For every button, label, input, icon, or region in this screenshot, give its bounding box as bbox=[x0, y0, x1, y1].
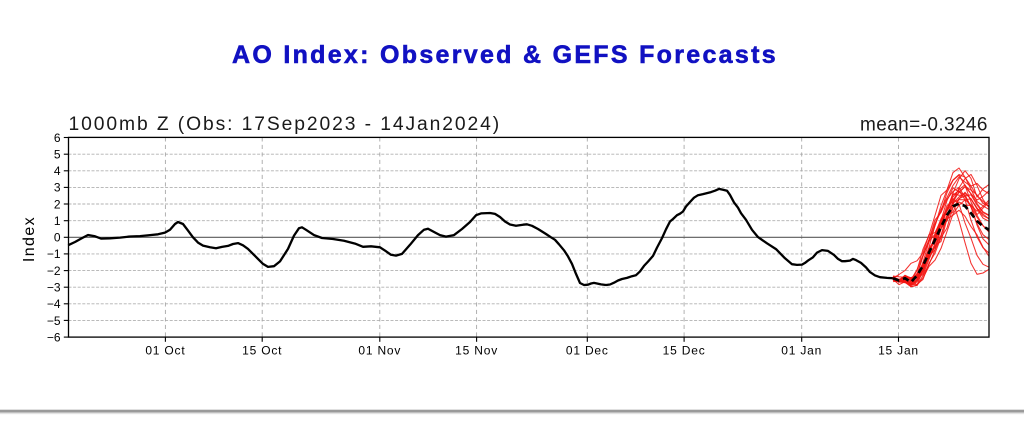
svg-text:4: 4 bbox=[54, 164, 61, 178]
svg-text:15 Nov: 15 Nov bbox=[455, 344, 498, 358]
svg-text:5: 5 bbox=[54, 148, 61, 162]
svg-text:−3: −3 bbox=[47, 281, 61, 295]
svg-text:Index: Index bbox=[21, 216, 38, 262]
svg-text:−2: −2 bbox=[47, 264, 61, 278]
svg-text:−5: −5 bbox=[47, 314, 61, 328]
svg-text:−1: −1 bbox=[47, 247, 61, 261]
svg-text:AO Index: Observed & GEFS Fore: AO Index: Observed & GEFS Forecasts bbox=[232, 41, 778, 69]
svg-text:mean=-0.3246: mean=-0.3246 bbox=[860, 114, 988, 135]
svg-text:15 Jan: 15 Jan bbox=[878, 344, 919, 358]
svg-text:15 Oct: 15 Oct bbox=[242, 344, 282, 358]
svg-text:1000mb Z (Obs: 17Sep2023 - 14J: 1000mb Z (Obs: 17Sep2023 - 14Jan2024) bbox=[69, 114, 502, 135]
svg-text:01 Dec: 01 Dec bbox=[566, 344, 609, 358]
svg-text:15 Dec: 15 Dec bbox=[663, 344, 706, 358]
svg-text:−6: −6 bbox=[47, 330, 61, 344]
svg-text:01 Jan: 01 Jan bbox=[781, 344, 822, 358]
svg-text:0: 0 bbox=[54, 231, 61, 245]
svg-text:01 Oct: 01 Oct bbox=[145, 344, 185, 358]
svg-text:3: 3 bbox=[54, 181, 61, 195]
svg-text:6: 6 bbox=[54, 131, 61, 145]
svg-text:1: 1 bbox=[54, 214, 61, 228]
svg-text:2: 2 bbox=[54, 197, 61, 211]
svg-text:01 Nov: 01 Nov bbox=[358, 344, 401, 358]
svg-text:−4: −4 bbox=[47, 297, 61, 311]
